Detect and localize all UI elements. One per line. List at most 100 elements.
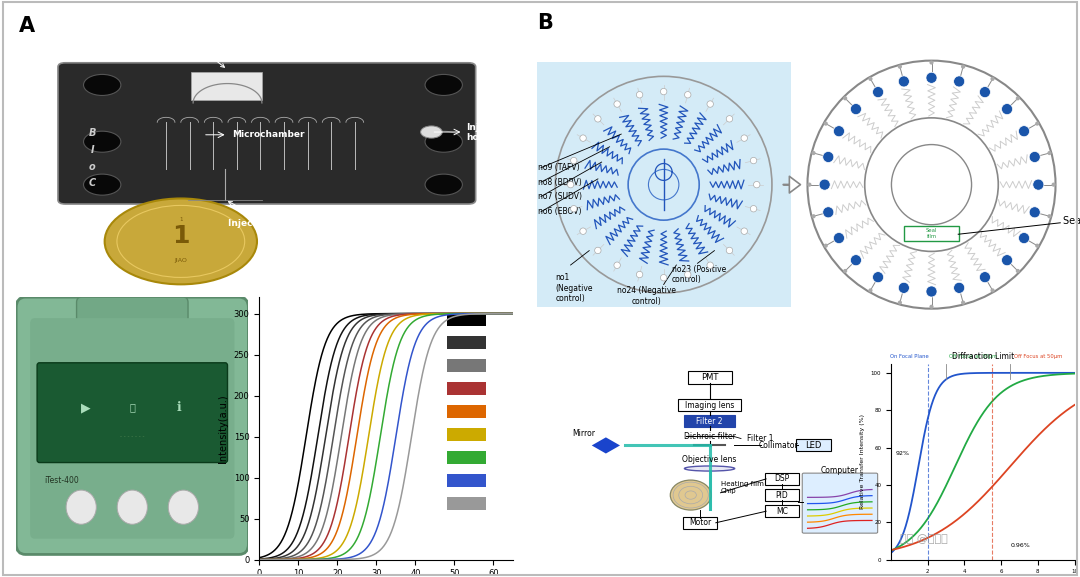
- Circle shape: [570, 205, 577, 212]
- Circle shape: [843, 269, 847, 273]
- Bar: [191, 73, 261, 100]
- Bar: [447, 359, 486, 372]
- Circle shape: [105, 198, 257, 284]
- Circle shape: [990, 77, 995, 81]
- Circle shape: [83, 74, 121, 95]
- FancyBboxPatch shape: [685, 415, 734, 427]
- Circle shape: [868, 288, 873, 293]
- Text: DSP: DSP: [774, 474, 789, 484]
- Text: 1: 1: [179, 217, 183, 222]
- Circle shape: [580, 135, 586, 141]
- Circle shape: [873, 87, 883, 98]
- Circle shape: [868, 77, 873, 81]
- Circle shape: [926, 286, 937, 297]
- FancyBboxPatch shape: [802, 473, 878, 533]
- Text: Filter 1: Filter 1: [746, 434, 773, 443]
- Circle shape: [930, 61, 933, 65]
- Text: PID: PID: [775, 490, 788, 500]
- Bar: [447, 313, 486, 326]
- Circle shape: [741, 135, 747, 141]
- Circle shape: [726, 115, 732, 122]
- Text: Collimator: Collimator: [759, 441, 798, 450]
- Circle shape: [899, 282, 909, 293]
- Circle shape: [1029, 207, 1040, 218]
- Circle shape: [1048, 214, 1052, 218]
- Circle shape: [980, 87, 990, 98]
- Circle shape: [420, 126, 442, 138]
- Text: no23 (Positive
control): no23 (Positive control): [672, 265, 727, 284]
- Text: Filter 2: Filter 2: [697, 417, 723, 426]
- Circle shape: [754, 181, 760, 188]
- Text: Injection: Injection: [465, 123, 511, 132]
- Circle shape: [843, 96, 847, 100]
- Text: o: o: [89, 162, 96, 171]
- Text: Motor: Motor: [689, 518, 712, 527]
- Circle shape: [1016, 269, 1020, 273]
- FancyBboxPatch shape: [683, 517, 717, 529]
- FancyBboxPatch shape: [904, 226, 959, 241]
- Y-axis label: Relative Transfer Intensity (%): Relative Transfer Intensity (%): [861, 414, 865, 509]
- FancyBboxPatch shape: [765, 473, 799, 485]
- Circle shape: [83, 131, 121, 152]
- Text: 1: 1: [172, 224, 190, 248]
- Text: iTest-400: iTest-400: [44, 477, 79, 485]
- Circle shape: [1001, 103, 1013, 115]
- Circle shape: [897, 301, 902, 305]
- FancyBboxPatch shape: [765, 489, 799, 501]
- Text: 知乎 @宁望者: 知乎 @宁望者: [900, 534, 947, 545]
- Circle shape: [954, 76, 964, 87]
- Text: Heating film: Heating film: [720, 481, 764, 486]
- Text: C: C: [89, 178, 96, 188]
- Text: I: I: [91, 145, 94, 155]
- Circle shape: [990, 288, 995, 293]
- FancyBboxPatch shape: [16, 297, 248, 554]
- Bar: [447, 474, 486, 486]
- Circle shape: [1018, 233, 1029, 243]
- FancyBboxPatch shape: [37, 363, 228, 463]
- Bar: [447, 336, 486, 349]
- Text: no8 (BDBV): no8 (BDBV): [539, 178, 582, 186]
- Text: ℹ: ℹ: [176, 401, 181, 414]
- Bar: [447, 428, 486, 441]
- Circle shape: [661, 275, 666, 281]
- Circle shape: [66, 490, 96, 524]
- Text: Chip: Chip: [720, 488, 737, 494]
- Text: - - - - - - -: - - - - - - -: [120, 434, 145, 439]
- Circle shape: [930, 305, 933, 309]
- Text: Microchamber: Microchamber: [232, 130, 305, 139]
- Circle shape: [807, 182, 811, 187]
- Circle shape: [961, 301, 966, 305]
- Text: B: B: [537, 13, 553, 33]
- Text: MC: MC: [775, 507, 787, 516]
- Text: Off Focus at 50μm: Off Focus at 50μm: [1014, 354, 1062, 359]
- Text: no7 (SUDV): no7 (SUDV): [539, 192, 582, 201]
- FancyBboxPatch shape: [58, 63, 475, 204]
- Y-axis label: Intensity(a.u.): Intensity(a.u.): [218, 394, 228, 463]
- Circle shape: [1016, 96, 1020, 100]
- Circle shape: [850, 103, 862, 115]
- Text: ▶: ▶: [81, 401, 91, 414]
- Circle shape: [567, 181, 573, 188]
- Circle shape: [83, 174, 121, 195]
- Circle shape: [685, 92, 691, 98]
- Circle shape: [1018, 126, 1029, 137]
- Circle shape: [613, 262, 620, 268]
- Circle shape: [834, 233, 845, 243]
- Circle shape: [707, 262, 714, 268]
- Circle shape: [1029, 151, 1040, 163]
- Circle shape: [1052, 182, 1056, 187]
- Polygon shape: [592, 437, 620, 454]
- Circle shape: [1048, 151, 1052, 155]
- Circle shape: [426, 174, 462, 195]
- Text: 92%: 92%: [895, 451, 909, 456]
- Circle shape: [707, 101, 714, 107]
- Text: Seal film: Seal film: [1063, 216, 1080, 226]
- Circle shape: [426, 74, 462, 95]
- FancyBboxPatch shape: [688, 371, 731, 384]
- Text: On Focal Plane: On Focal Plane: [890, 354, 929, 359]
- FancyBboxPatch shape: [77, 297, 188, 329]
- Circle shape: [926, 72, 937, 83]
- Circle shape: [823, 207, 834, 218]
- Circle shape: [661, 88, 666, 95]
- Text: LED: LED: [805, 441, 822, 450]
